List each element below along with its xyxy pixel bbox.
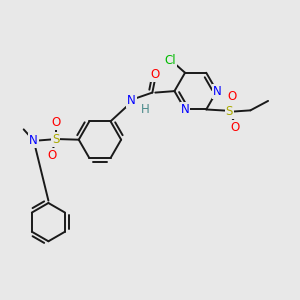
Text: O: O xyxy=(227,90,236,103)
Text: O: O xyxy=(48,149,57,162)
Text: N: N xyxy=(128,94,136,107)
Text: N: N xyxy=(212,85,221,98)
Text: H: H xyxy=(141,103,149,116)
Text: S: S xyxy=(52,133,59,146)
Text: N: N xyxy=(181,103,189,116)
Text: S: S xyxy=(226,105,233,118)
Text: Cl: Cl xyxy=(164,54,176,67)
Text: N: N xyxy=(29,134,38,147)
Text: O: O xyxy=(151,68,160,81)
Text: O: O xyxy=(230,121,240,134)
Text: O: O xyxy=(51,116,60,129)
